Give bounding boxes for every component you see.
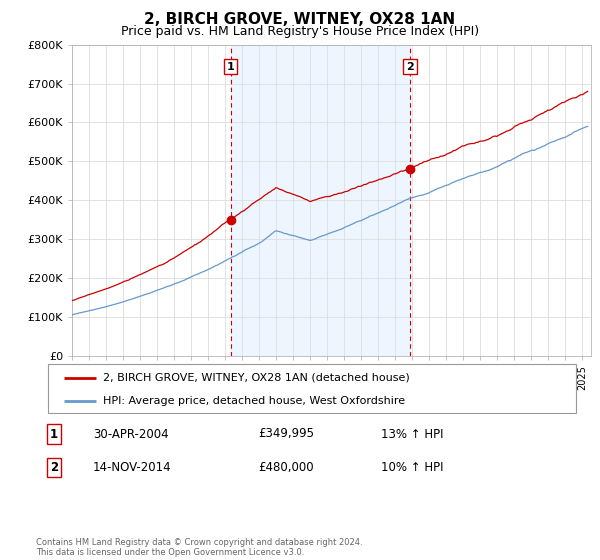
Text: 2: 2 [50, 461, 58, 474]
Text: 2, BIRCH GROVE, WITNEY, OX28 1AN: 2, BIRCH GROVE, WITNEY, OX28 1AN [145, 12, 455, 27]
Text: 30-APR-2004: 30-APR-2004 [93, 427, 169, 441]
Text: £349,995: £349,995 [258, 427, 314, 441]
Text: 14-NOV-2014: 14-NOV-2014 [93, 461, 172, 474]
Text: 2, BIRCH GROVE, WITNEY, OX28 1AN (detached house): 2, BIRCH GROVE, WITNEY, OX28 1AN (detach… [103, 373, 410, 383]
Text: Price paid vs. HM Land Registry's House Price Index (HPI): Price paid vs. HM Land Registry's House … [121, 25, 479, 38]
Text: 10% ↑ HPI: 10% ↑ HPI [381, 461, 443, 474]
Text: 1: 1 [227, 62, 235, 72]
Text: Contains HM Land Registry data © Crown copyright and database right 2024.
This d: Contains HM Land Registry data © Crown c… [36, 538, 362, 557]
FancyBboxPatch shape [48, 364, 576, 413]
Text: £480,000: £480,000 [258, 461, 314, 474]
Bar [231, 45, 410, 356]
Text: 1: 1 [50, 427, 58, 441]
Text: 2: 2 [406, 62, 414, 72]
Text: HPI: Average price, detached house, West Oxfordshire: HPI: Average price, detached house, West… [103, 396, 406, 406]
Text: 13% ↑ HPI: 13% ↑ HPI [381, 427, 443, 441]
